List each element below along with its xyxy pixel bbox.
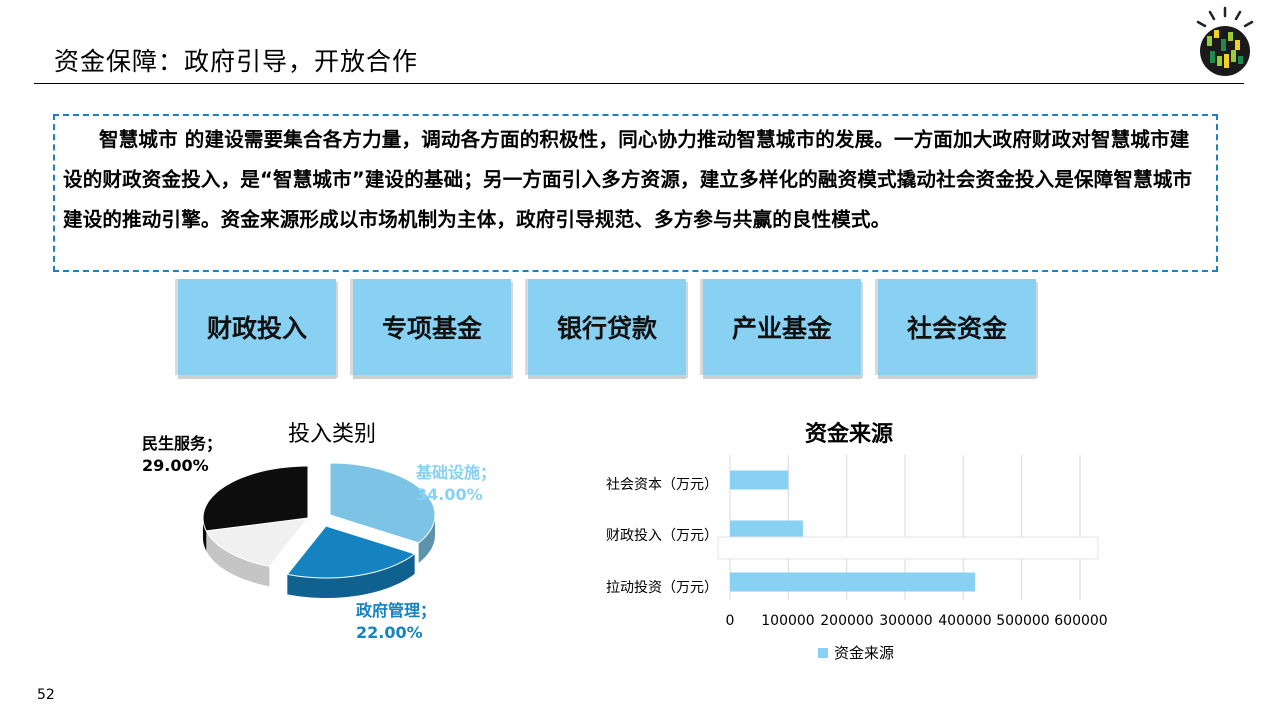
pie-slice-side-1 [287, 553, 415, 598]
pie-slice-0 [329, 462, 436, 544]
pie-slice-2 [205, 517, 310, 567]
pie-label-infrastructure-value: 34.00% [416, 485, 483, 504]
x-tick-0: 0 [725, 613, 735, 629]
funding-box-bank-loan: 银行贷款 [525, 279, 686, 379]
bar-0 [730, 470, 789, 490]
funding-box-industry-fund: 产业基金 [700, 279, 861, 379]
funding-box-social-capital: 社会资金 [875, 279, 1036, 379]
pie-label-infrastructure: 基础设施； 34.00% [416, 462, 496, 506]
pie-label-livelihood-value: 29.00% [142, 456, 209, 475]
bar-category-social-capital: 社会资本（万元） [606, 477, 718, 493]
x-tick-6: 600000 [1054, 613, 1108, 629]
bar-chart [717, 455, 1099, 600]
pie-label-infrastructure-name: 基础设施； [416, 463, 497, 482]
pie-slice-side-2 [206, 530, 270, 587]
pie-label-government-name: 政府管理； [356, 601, 437, 620]
bar-2 [730, 572, 975, 592]
pie-label-government: 政府管理； 22.00% [356, 600, 436, 644]
pie-chart [202, 462, 436, 598]
intro-text-box: 智慧城市 的建设需要集合各方力量，调动各方面的积极性，同心协力推动智慧城市的发展… [53, 114, 1218, 272]
x-tick-5: 500000 [996, 613, 1050, 629]
brand-logo-icon [1196, 6, 1254, 76]
legend-label: 资金来源 [834, 644, 895, 662]
intro-paragraph: 智慧城市 的建设需要集合各方力量，调动各方面的积极性，同心协力推动智慧城市的发展… [63, 128, 1193, 231]
pie-slice-1 [286, 525, 416, 579]
title-divider [34, 83, 1244, 84]
x-tick-3: 300000 [879, 613, 933, 629]
x-tick-2: 200000 [820, 613, 874, 629]
funding-box-special-fund: 专项基金 [350, 279, 511, 379]
slide-title: 资金保障：政府引导，开放合作 [54, 47, 419, 76]
pie-label-livelihood: 民生服务； 29.00% [142, 433, 222, 477]
bar-legend: 资金来源 [818, 642, 894, 663]
pie-label-livelihood-name: 民生服务； [142, 434, 223, 453]
funding-box-fiscal: 财政投入 [175, 279, 336, 379]
bar-category-investment: 拉动投资（万元） [606, 580, 718, 596]
pie-label-government-value: 22.00% [356, 623, 423, 642]
pie-slice-side-0 [418, 515, 435, 563]
bar-chart-title: 资金来源 [805, 422, 894, 447]
x-tick-1: 100000 [761, 613, 815, 629]
bar-category-fiscal: 财政投入（万元） [606, 528, 718, 544]
legend-swatch [818, 647, 828, 658]
pie-slice-3 [202, 465, 309, 532]
x-tick-4: 400000 [938, 613, 992, 629]
bar-1 [730, 520, 803, 540]
chart-overlay-band [717, 536, 1099, 560]
page-number: 52 [37, 687, 55, 703]
pie-chart-title: 投入类别 [288, 422, 377, 447]
